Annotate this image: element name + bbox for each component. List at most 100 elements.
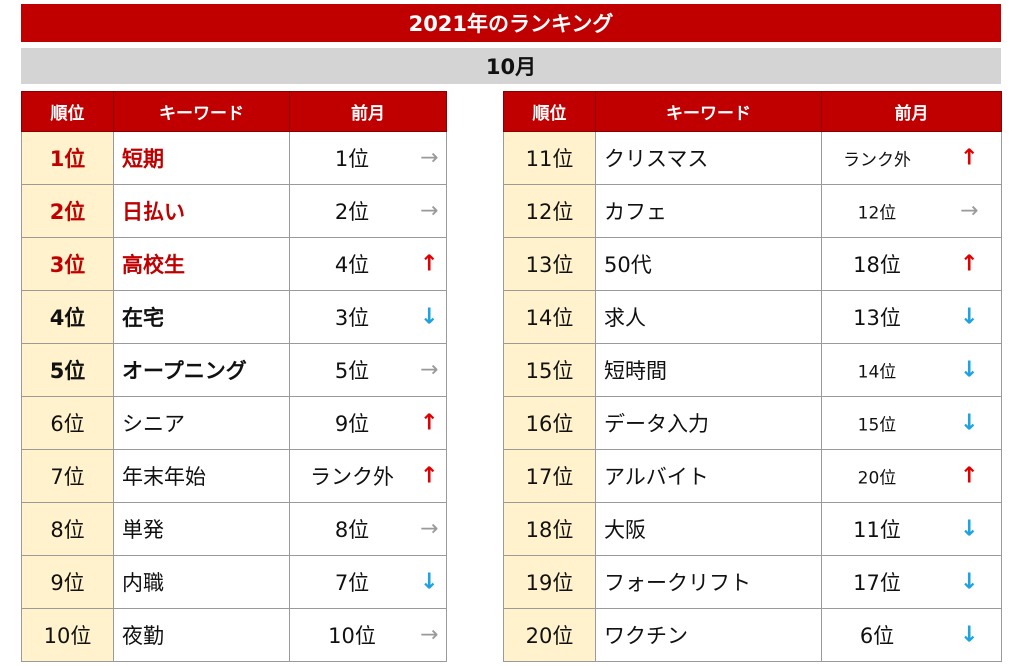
prev-month-cell: 3位 ↓ xyxy=(289,290,447,344)
table-row: 4位 在宅 3位 ↓ xyxy=(21,290,447,344)
prev-month-header: 前月 xyxy=(289,91,447,132)
prev-month-cell: 2位 → xyxy=(289,184,447,238)
prev-month-cell: 4位 ↑ xyxy=(289,237,447,291)
keyword-cell: 求人 xyxy=(595,290,822,344)
arrow-flat-icon: → xyxy=(420,516,439,542)
arrow-down-icon: ↓ xyxy=(960,569,979,595)
arrow-flat-icon: → xyxy=(420,198,439,224)
keyword-cell: 在宅 xyxy=(113,290,290,344)
prev-month-cell: 13位 ↓ xyxy=(821,290,1002,344)
ranking-title: 2021年のランキング xyxy=(21,4,1001,42)
table-row: 19位 フォークリフト 17位 ↓ xyxy=(503,555,1002,609)
arrow-down-icon: ↓ xyxy=(420,304,439,330)
rank-cell: 15位 xyxy=(503,343,596,397)
rank-cell: 1位 xyxy=(21,131,114,185)
keyword-cell: クリスマス xyxy=(595,131,822,185)
table-row: 9位 内職 7位 ↓ xyxy=(21,555,447,609)
month-label: 10月 xyxy=(21,48,1001,84)
table-row: 10位 夜勤 10位 → xyxy=(21,608,447,662)
keyword-header: キーワード xyxy=(113,91,290,132)
table-header-row: 順位 キーワード 前月 xyxy=(21,91,447,132)
prev-rank-value: 14位 xyxy=(857,362,897,383)
prev-month-cell: 14位 ↓ xyxy=(821,343,1002,397)
table-row: 13位 50代 18位 ↑ xyxy=(503,237,1002,291)
table-row: 16位 データ入力 15位 ↓ xyxy=(503,396,1002,450)
prev-rank-value: 20位 xyxy=(857,468,897,489)
prev-rank-value: 9位 xyxy=(334,412,370,436)
keyword-cell: オープニング xyxy=(113,343,290,397)
arrow-flat-icon: → xyxy=(420,357,439,383)
prev-month-cell: 6位 ↓ xyxy=(821,608,1002,662)
rank-cell: 6位 xyxy=(21,396,114,450)
rank-cell: 19位 xyxy=(503,555,596,609)
keyword-cell: 単発 xyxy=(113,502,290,556)
rank-cell: 16位 xyxy=(503,396,596,450)
arrow-up-icon: ↑ xyxy=(420,463,439,489)
arrow-flat-icon: → xyxy=(420,622,439,648)
arrow-up-icon: ↑ xyxy=(420,410,439,436)
rank-cell: 14位 xyxy=(503,290,596,344)
prev-month-cell: 20位 ↑ xyxy=(821,449,1002,503)
prev-month-cell: 5位 → xyxy=(289,343,447,397)
rank-cell: 3位 xyxy=(21,237,114,291)
rank-cell: 20位 xyxy=(503,608,596,662)
keyword-cell: 大阪 xyxy=(595,502,822,556)
rank-cell: 13位 xyxy=(503,237,596,291)
prev-month-cell: ランク外 ↑ xyxy=(821,131,1002,185)
prev-month-cell: 7位 ↓ xyxy=(289,555,447,609)
prev-rank-value: 17位 xyxy=(853,571,901,595)
rank-cell: 17位 xyxy=(503,449,596,503)
prev-rank-value: 4位 xyxy=(334,253,370,277)
table-row: 18位 大阪 11位 ↓ xyxy=(503,502,1002,556)
rank-cell: 8位 xyxy=(21,502,114,556)
prev-month-cell: 15位 ↓ xyxy=(821,396,1002,450)
keyword-cell: 日払い xyxy=(113,184,290,238)
arrow-up-icon: ↑ xyxy=(960,251,979,277)
prev-month-header: 前月 xyxy=(821,91,1002,132)
rank-cell: 4位 xyxy=(21,290,114,344)
arrow-flat-icon: → xyxy=(420,145,439,171)
keyword-cell: フォークリフト xyxy=(595,555,822,609)
keyword-cell: 短期 xyxy=(113,131,290,185)
keyword-cell: シニア xyxy=(113,396,290,450)
keyword-header: キーワード xyxy=(595,91,822,132)
arrow-flat-icon: → xyxy=(960,198,979,224)
prev-month-cell: 11位 ↓ xyxy=(821,502,1002,556)
prev-rank-value: 12位 xyxy=(857,203,897,224)
prev-month-cell: 10位 → xyxy=(289,608,447,662)
prev-month-cell: 17位 ↓ xyxy=(821,555,1002,609)
table-row: 3位 高校生 4位 ↑ xyxy=(21,237,447,291)
table-row: 5位 オープニング 5位 → xyxy=(21,343,447,397)
prev-rank-value: 11位 xyxy=(853,518,901,542)
rank-cell: 18位 xyxy=(503,502,596,556)
prev-month-cell: 12位 → xyxy=(821,184,1002,238)
table-row: 2位 日払い 2位 → xyxy=(21,184,447,238)
prev-rank-value: 1位 xyxy=(334,147,370,171)
table-row: 11位 クリスマス ランク外 ↑ xyxy=(503,131,1002,185)
arrow-down-icon: ↓ xyxy=(960,357,979,383)
keyword-cell: 50代 xyxy=(595,237,822,291)
table-row: 14位 求人 13位 ↓ xyxy=(503,290,1002,344)
keyword-cell: 内職 xyxy=(113,555,290,609)
rank-header: 順位 xyxy=(21,91,114,132)
rank-cell: 5位 xyxy=(21,343,114,397)
prev-rank-value: 6位 xyxy=(859,624,895,648)
ranking-table-right: 順位 キーワード 前月 11位 クリスマス ランク外 ↑ 12位 カフェ 12位 → 13位 50… xyxy=(503,91,1002,662)
prev-rank-value: ランク外 xyxy=(310,465,394,489)
keyword-cell: 夜勤 xyxy=(113,608,290,662)
rank-cell: 10位 xyxy=(21,608,114,662)
keyword-cell: データ入力 xyxy=(595,396,822,450)
table-row: 6位 シニア 9位 ↑ xyxy=(21,396,447,450)
table-row: 1位 短期 1位 → xyxy=(21,131,447,185)
table-row: 7位 年末年始 ランク外 ↑ xyxy=(21,449,447,503)
keyword-cell: 高校生 xyxy=(113,237,290,291)
rank-cell: 12位 xyxy=(503,184,596,238)
keyword-cell: 年末年始 xyxy=(113,449,290,503)
table-header-row: 順位 キーワード 前月 xyxy=(503,91,1002,132)
rank-cell: 11位 xyxy=(503,131,596,185)
table-row: 17位 アルバイト 20位 ↑ xyxy=(503,449,1002,503)
prev-rank-value: 2位 xyxy=(334,200,370,224)
rank-header: 順位 xyxy=(503,91,596,132)
prev-month-cell: 18位 ↑ xyxy=(821,237,1002,291)
rank-cell: 2位 xyxy=(21,184,114,238)
